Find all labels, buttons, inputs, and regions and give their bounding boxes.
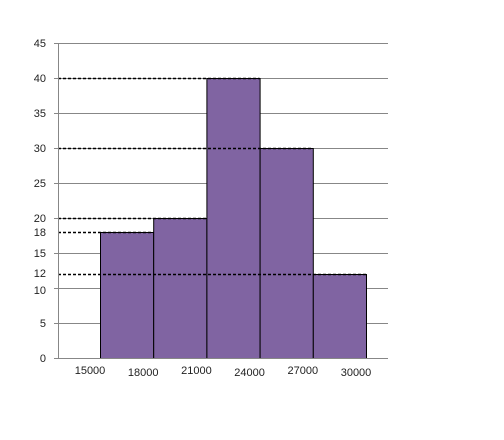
y-tick-label: 0 xyxy=(40,353,46,365)
histogram-bar xyxy=(153,218,208,359)
axes xyxy=(54,43,388,359)
y-tick-label: 15 xyxy=(34,248,46,260)
y-tick-label: 40 xyxy=(34,73,46,85)
x-tick-label: 24000 xyxy=(234,367,265,379)
bars xyxy=(100,78,367,359)
y-tick-label: 12 xyxy=(34,268,46,280)
y-tick-label: 45 xyxy=(34,38,46,50)
histogram-bar xyxy=(312,274,367,359)
tick-labels: 0 5 10 15 20 25 30 35 40 45 12 18 15000 18000 21000 240… xyxy=(34,38,372,379)
histogram-bar xyxy=(206,78,261,359)
x-tick-label: 15000 xyxy=(75,365,106,377)
y-tick-label: 20 xyxy=(34,213,46,225)
histogram-bar xyxy=(259,148,314,359)
histogram-bar xyxy=(100,232,155,359)
y-tick-label: 25 xyxy=(34,178,46,190)
y-tick-label: 30 xyxy=(34,143,46,155)
x-tick-label: 18000 xyxy=(128,367,159,379)
x-tick-label: 21000 xyxy=(181,365,212,377)
x-tick-label: 27000 xyxy=(288,365,319,377)
y-tick-label: 5 xyxy=(40,318,46,330)
y-tick-label: 35 xyxy=(34,108,46,120)
x-tick-label: 30000 xyxy=(341,367,372,379)
reference-lines xyxy=(58,77,366,276)
y-tick-label: 18 xyxy=(34,227,46,239)
y-tick-label: 10 xyxy=(34,285,46,297)
